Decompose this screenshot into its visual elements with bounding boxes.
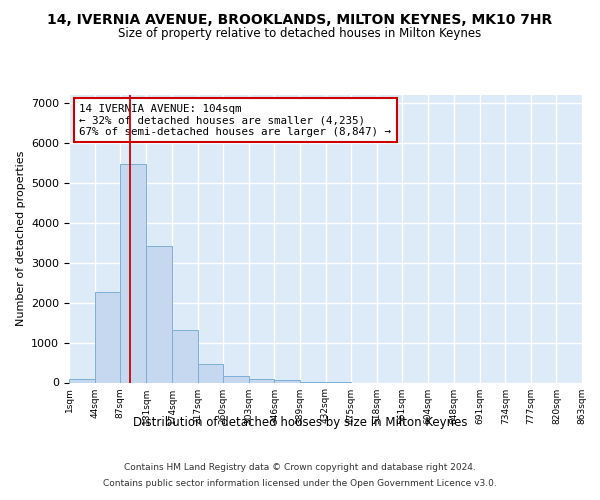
Text: 14, IVERNIA AVENUE, BROOKLANDS, MILTON KEYNES, MK10 7HR: 14, IVERNIA AVENUE, BROOKLANDS, MILTON K… <box>47 12 553 26</box>
Bar <box>172 330 197 382</box>
Bar <box>274 380 300 382</box>
Text: Distribution of detached houses by size in Milton Keynes: Distribution of detached houses by size … <box>133 416 467 429</box>
Text: 14 IVERNIA AVENUE: 104sqm
← 32% of detached houses are smaller (4,235)
67% of se: 14 IVERNIA AVENUE: 104sqm ← 32% of detac… <box>79 104 391 137</box>
Text: Contains HM Land Registry data © Crown copyright and database right 2024.: Contains HM Land Registry data © Crown c… <box>124 464 476 472</box>
Y-axis label: Number of detached properties: Number of detached properties <box>16 151 26 326</box>
Bar <box>69 380 95 382</box>
Text: Size of property relative to detached houses in Milton Keynes: Size of property relative to detached ho… <box>118 28 482 40</box>
Bar <box>197 364 223 382</box>
Bar <box>249 379 274 382</box>
Bar <box>223 376 249 382</box>
Bar <box>146 246 172 382</box>
Bar <box>120 164 146 382</box>
Text: Contains public sector information licensed under the Open Government Licence v3: Contains public sector information licen… <box>103 478 497 488</box>
Bar <box>95 292 120 382</box>
